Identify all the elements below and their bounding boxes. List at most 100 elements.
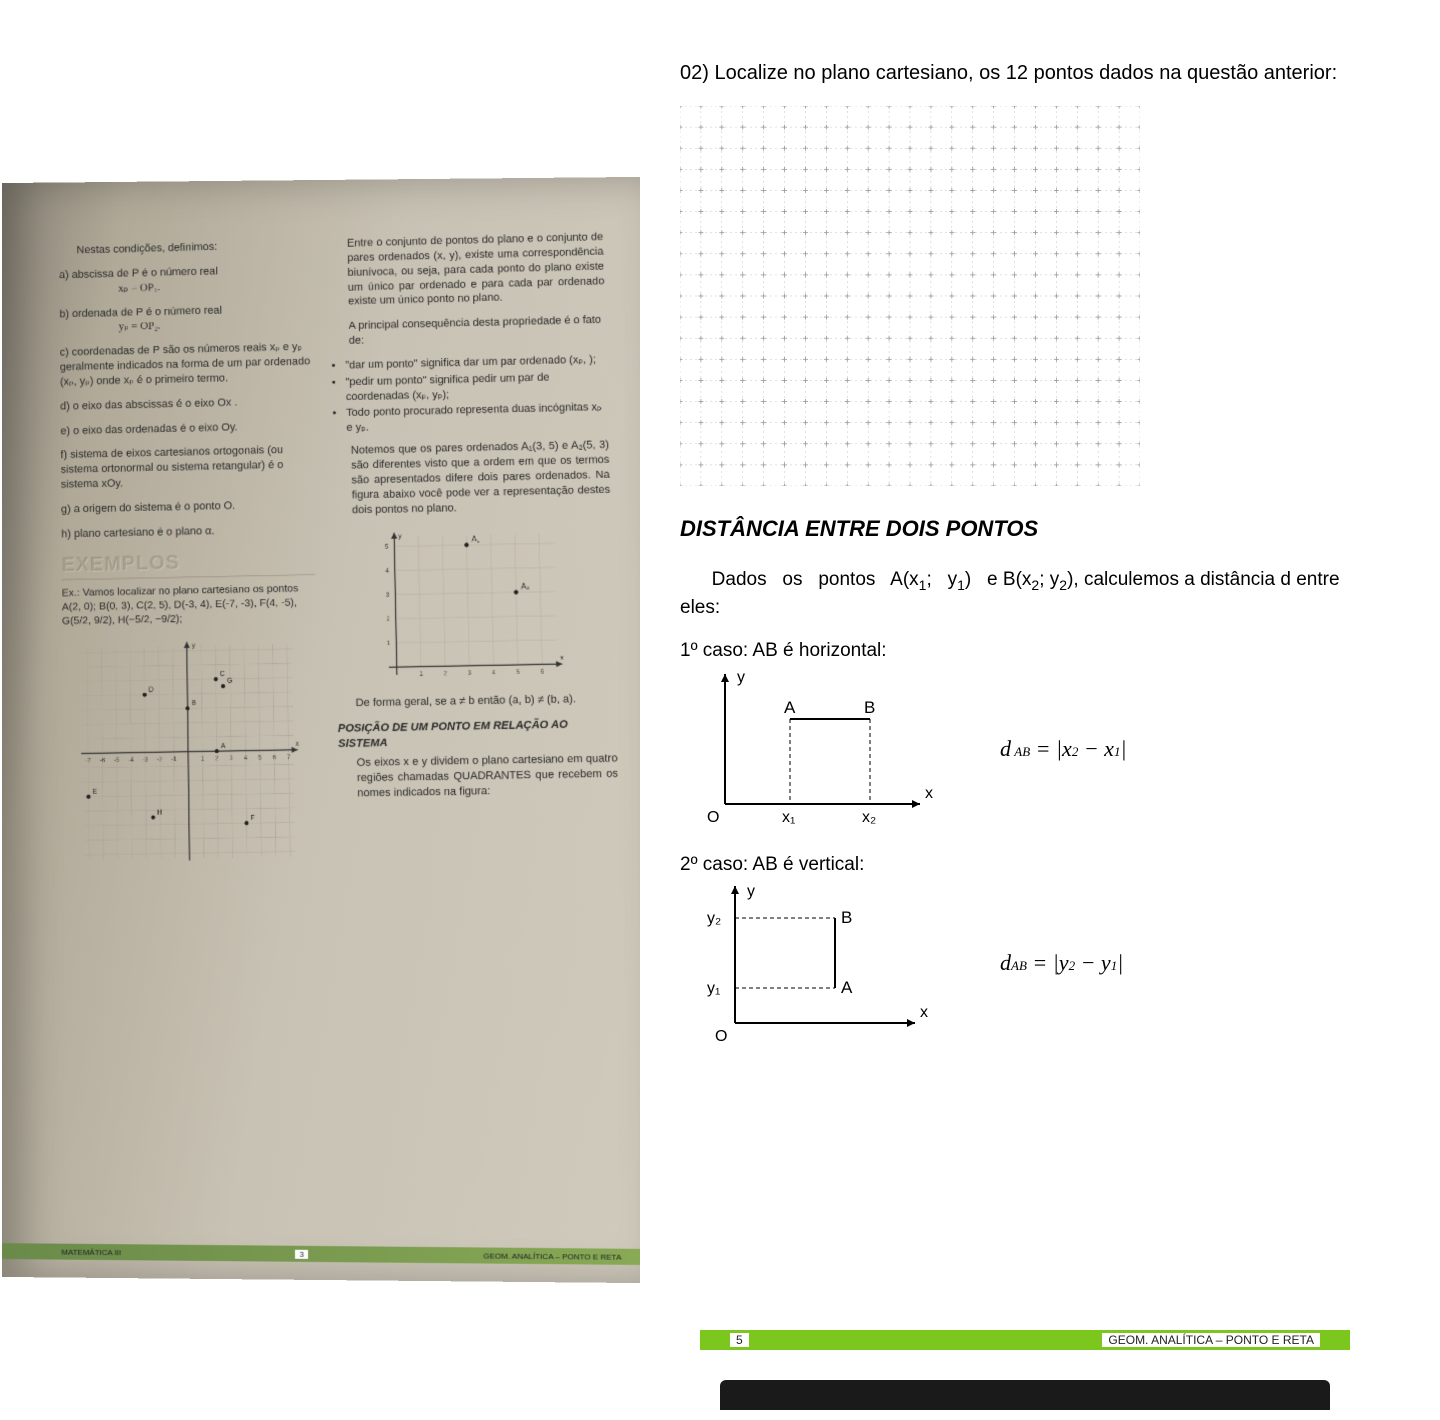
svg-text:A: A [221,743,226,750]
svg-text:G: G [227,678,233,685]
left-footer-page: 3 [295,1249,307,1258]
svg-text:6: 6 [541,670,545,676]
svg-text:-7: -7 [85,759,90,765]
svg-text:5: 5 [258,756,262,762]
right-page: 02) Localize no plano cartesiano, os 12 … [640,0,1440,1420]
left-footer-bar: MATEMÁTICA III 3 GEOM. ANALÍTICA – PONTO… [2,1243,642,1265]
svg-text:y₁: y₁ [707,980,720,997]
svg-text:y: y [747,883,755,900]
blank-grid [680,106,1140,486]
svg-text:x₂: x₂ [862,809,876,826]
right-footer-bar: 5 GEOM. ANALÍTICA – PONTO E RETA [700,1330,1350,1350]
example-chart: -7-6-5-4-3-2-11234567yxABCDEFGH [72,634,306,871]
svg-text:y: y [399,534,403,541]
bullet-list: "dar um ponto" significa dar um par orde… [345,352,608,436]
right-footer-topic: GEOM. ANALÍTICA – PONTO E RETA [1102,1333,1320,1347]
a1a2-chart: 112233445566yxA₁A₂ [364,523,569,688]
a1a2-chart-svg: 112233445566yxA₁A₂ [364,523,569,688]
left-footer-topic: GEOM. ANALÍTICA – PONTO E RETA [483,1251,621,1261]
svg-text:1: 1 [420,672,424,678]
svg-text:2: 2 [444,671,448,677]
right-p4: De forma geral, se a ≠ b então (a, b) ≠ … [337,692,616,712]
svg-text:5: 5 [517,670,521,676]
case2-label: 2º caso: AB é vertical: [680,854,1350,876]
case2-row: yxOABy₁y₂ dAB = |y2 − y1| [680,878,1350,1048]
svg-text:-3: -3 [143,758,149,764]
svg-text:-1: -1 [171,757,177,763]
svg-text:x: x [295,741,299,748]
item-g: g) a origem do sistema é o ponto O. [61,497,314,517]
svg-text:A₂: A₂ [521,582,530,591]
svg-text:-4: -4 [128,758,134,764]
svg-text:4: 4 [244,756,248,762]
item-d: d) o eixo das abscissas é o eixo Ox . [60,394,312,414]
case1-diagram: yxOABx₁x₂ [680,664,940,834]
svg-text:2: 2 [215,756,218,762]
right-p1: Entre o conjunto de pontos do plano e o … [329,230,605,310]
item-c: c) coordenadas de P são os números reais… [60,340,312,390]
svg-text:x₁: x₁ [782,809,795,826]
exemplos-heading: EXEMPLOS [61,547,315,580]
svg-text:6: 6 [385,523,389,527]
item-b-label: b) ordenada de P é o número real [59,304,222,320]
svg-text:2: 2 [387,617,390,623]
question-02: 02) Localize no plano cartesiano, os 12 … [680,60,1350,86]
item-b: b) ordenada de P é o número real yₚ = OP… [59,301,311,336]
svg-text:x: x [560,655,564,662]
svg-text:1: 1 [201,757,205,763]
svg-text:O: O [715,1028,727,1045]
svg-text:-5: -5 [114,758,120,764]
svg-text:6: 6 [273,755,277,761]
svg-text:B: B [192,700,197,707]
left-content: Nestas condições, definimos: a) abscissa… [2,177,642,892]
svg-text:1: 1 [387,641,391,647]
svg-text:A₁: A₁ [472,535,481,544]
item-a-formula: xₚ = OP₁. [59,281,160,295]
svg-text:C: C [220,671,225,678]
svg-text:y₂: y₂ [707,910,721,927]
right-column: Entre o conjunto de pontos do plano e o … [329,226,620,866]
left-page-photo: Nestas condições, definimos: a) abscissa… [2,177,642,1283]
svg-text:5: 5 [385,545,389,551]
svg-text:-2: -2 [157,757,162,763]
svg-text:F: F [250,815,254,822]
svg-text:4: 4 [386,569,390,575]
example-chart-svg: -7-6-5-4-3-2-11234567yxABCDEFGH [72,634,306,871]
svg-text:-6: -6 [100,758,106,764]
page-container: Nestas condições, definimos: a) abscissa… [0,0,1440,1420]
item-f: f) sistema de eixos cartesianos ortogona… [61,443,314,493]
svg-text:4: 4 [492,671,496,677]
right-p5: Os eixos x e y dividem o plano cartesian… [338,751,618,801]
case2-formula: dAB = |y2 − y1| [1000,950,1123,976]
svg-text:B: B [864,698,875,717]
distance-heading: DISTÂNCIA ENTRE DOIS PONTOS [680,516,1350,542]
svg-text:H: H [157,809,162,816]
svg-text:A: A [841,978,853,997]
item-b-formula: yₚ = OP₂. [60,320,161,334]
case1-formula: d AB = |x2 − x1| [1000,736,1127,762]
bullet-2: "pedir um ponto" significa pedir um par … [346,369,608,405]
case1-label: 1º caso: AB é horizontal: [680,640,1350,662]
svg-text:O: O [707,809,719,826]
right-footer-page: 5 [730,1333,749,1347]
svg-text:3: 3 [230,756,234,762]
blank-grid-svg [680,106,1140,486]
intro-text: Nestas condições, definimos: [59,238,310,259]
svg-text:A: A [784,698,796,717]
svg-text:E: E [92,789,97,796]
svg-text:7: 7 [287,755,290,761]
item-h: h) plano cartesiano é o plano α. [61,522,314,542]
item-e: e) o eixo das ordenadas é o eixo Oy. [60,418,312,438]
distance-intro: Dados os pontos A(x1; y1) e B(x2; y2), c… [680,567,1350,622]
right-p2: A principal consequência desta proprieda… [331,313,607,349]
left-footer-subject: MATEMÁTICA III [61,1247,121,1257]
svg-text:y: y [192,643,196,650]
case1-row: yxOABx₁x₂ d AB = |x2 − x1| [680,664,1350,834]
example-intro: Ex.: Vamos localizar no plano cartesiano… [62,581,316,629]
left-column: Nestas condições, definimos: a) abscissa… [59,234,320,871]
svg-text:3: 3 [386,593,390,599]
svg-text:x: x [925,785,933,802]
bottom-dark-bar [720,1380,1330,1410]
bullet-3: Todo ponto procurado representa duas inc… [346,401,608,436]
item-a-label: a) abscissa de P é o número real [59,265,218,281]
